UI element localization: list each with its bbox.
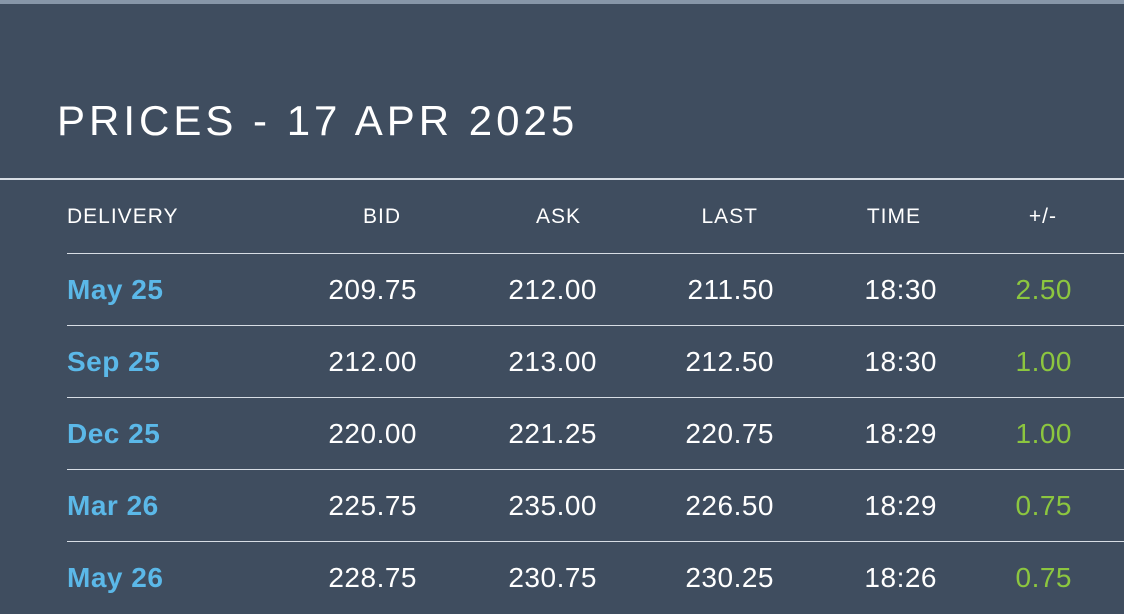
- top-accent-strip: [0, 0, 1124, 4]
- bid-value: 209.75: [328, 273, 417, 305]
- column-header-change: +/-: [1028, 204, 1057, 228]
- last-value: 226.50: [685, 489, 774, 521]
- column-header-time: TIME: [866, 204, 921, 228]
- delivery-link[interactable]: Mar 26: [67, 489, 159, 521]
- ask-value: 212.00: [508, 273, 597, 305]
- ask-value: 213.00: [508, 345, 597, 377]
- bid-value: 220.00: [328, 417, 417, 449]
- time-value: 18:30: [864, 345, 937, 377]
- ask-value: 230.75: [508, 562, 597, 593]
- title-divider: [0, 178, 1124, 180]
- column-header-ask: ASK: [535, 204, 581, 228]
- delivery-link[interactable]: Sep 25: [67, 345, 161, 377]
- change-value: 1.00: [1015, 417, 1072, 449]
- last-value: 211.50: [687, 273, 774, 305]
- column-header-bid: BID: [362, 204, 401, 228]
- bid-value: 225.75: [328, 489, 417, 521]
- delivery-link[interactable]: Dec 25: [67, 417, 161, 449]
- time-value: 18:30: [864, 273, 937, 305]
- table-row: May 25 209.75 212.00 211.50 18:30 2.50: [67, 254, 1124, 326]
- bid-value: 212.00: [328, 345, 417, 377]
- last-value: 212.50: [685, 345, 774, 377]
- bid-value: 228.75: [328, 562, 417, 593]
- prices-table: DELIVERY BID ASK LAST TIME +/- May 25 20…: [67, 180, 1124, 614]
- delivery-link[interactable]: May 25: [67, 273, 164, 305]
- column-header-delivery: DELIVERY: [67, 204, 179, 228]
- time-value: 18:26: [864, 562, 937, 593]
- time-value: 18:29: [864, 489, 937, 521]
- table-row: Sep 25 212.00 213.00 212.50 18:30 1.00: [67, 326, 1124, 398]
- column-header-last: LAST: [701, 204, 758, 228]
- change-value: 0.75: [1015, 489, 1072, 521]
- time-value: 18:29: [864, 417, 937, 449]
- last-value: 230.25: [685, 562, 774, 593]
- ask-value: 235.00: [508, 489, 597, 521]
- ask-value: 221.25: [508, 417, 597, 449]
- change-value: 1.00: [1015, 345, 1072, 377]
- page-title: PRICES - 17 APR 2025: [57, 97, 579, 145]
- delivery-link[interactable]: May 26: [67, 562, 164, 593]
- change-value: 2.50: [1015, 273, 1072, 305]
- table-header-row: DELIVERY BID ASK LAST TIME +/-: [67, 180, 1124, 254]
- table-row: Mar 26 225.75 235.00 226.50 18:29 0.75: [67, 470, 1124, 542]
- change-value: 0.75: [1015, 562, 1072, 593]
- table-row: Dec 25 220.00 221.25 220.75 18:29 1.00: [67, 398, 1124, 470]
- table-row: May 26 228.75 230.75 230.25 18:26 0.75: [67, 542, 1124, 614]
- last-value: 220.75: [685, 417, 774, 449]
